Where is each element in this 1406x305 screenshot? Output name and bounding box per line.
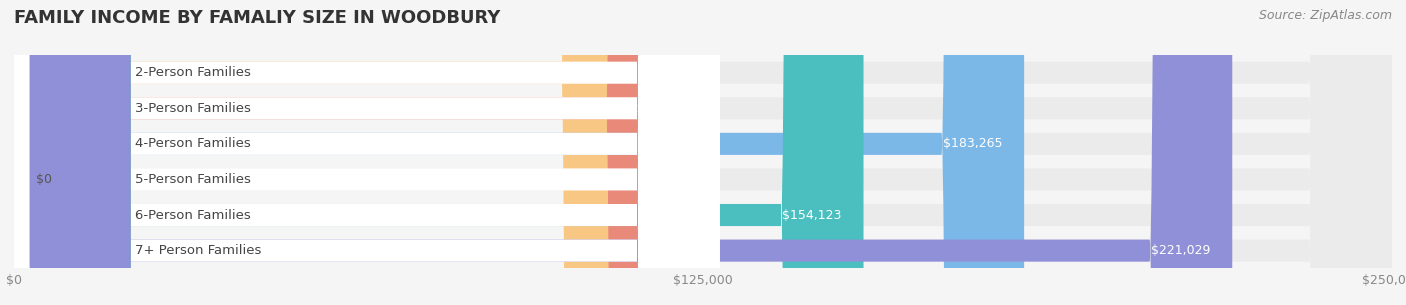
FancyBboxPatch shape [14,0,720,305]
FancyBboxPatch shape [14,0,1232,305]
FancyBboxPatch shape [14,0,720,305]
FancyBboxPatch shape [14,0,1392,305]
Text: 6-Person Families: 6-Person Families [135,209,252,221]
Text: $154,123: $154,123 [782,209,841,221]
Text: FAMILY INCOME BY FAMALIY SIZE IN WOODBURY: FAMILY INCOME BY FAMALIY SIZE IN WOODBUR… [14,9,501,27]
FancyBboxPatch shape [14,0,1024,305]
FancyBboxPatch shape [14,0,720,305]
Text: 4-Person Families: 4-Person Families [135,137,252,150]
FancyBboxPatch shape [14,0,720,305]
Text: 5-Person Families: 5-Person Families [135,173,252,186]
Text: $221,029: $221,029 [1152,244,1211,257]
Circle shape [31,0,129,305]
FancyBboxPatch shape [14,0,1392,305]
FancyBboxPatch shape [14,0,1392,305]
Circle shape [31,0,129,305]
Circle shape [31,0,129,305]
Circle shape [31,0,129,305]
FancyBboxPatch shape [14,0,644,305]
Text: 3-Person Families: 3-Person Families [135,102,252,115]
Text: Source: ZipAtlas.com: Source: ZipAtlas.com [1258,9,1392,22]
Text: 7+ Person Families: 7+ Person Families [135,244,262,257]
FancyBboxPatch shape [14,0,1392,305]
FancyBboxPatch shape [14,0,720,305]
Text: $122,375: $122,375 [607,102,666,115]
Text: $183,265: $183,265 [942,137,1002,150]
FancyBboxPatch shape [14,0,689,305]
FancyBboxPatch shape [14,0,863,305]
Circle shape [31,0,129,305]
FancyBboxPatch shape [14,0,720,305]
Text: $0: $0 [37,173,52,186]
Text: $114,240: $114,240 [562,66,621,79]
Text: 2-Person Families: 2-Person Families [135,66,252,79]
Circle shape [31,0,129,305]
FancyBboxPatch shape [14,0,1392,305]
FancyBboxPatch shape [14,0,1392,305]
